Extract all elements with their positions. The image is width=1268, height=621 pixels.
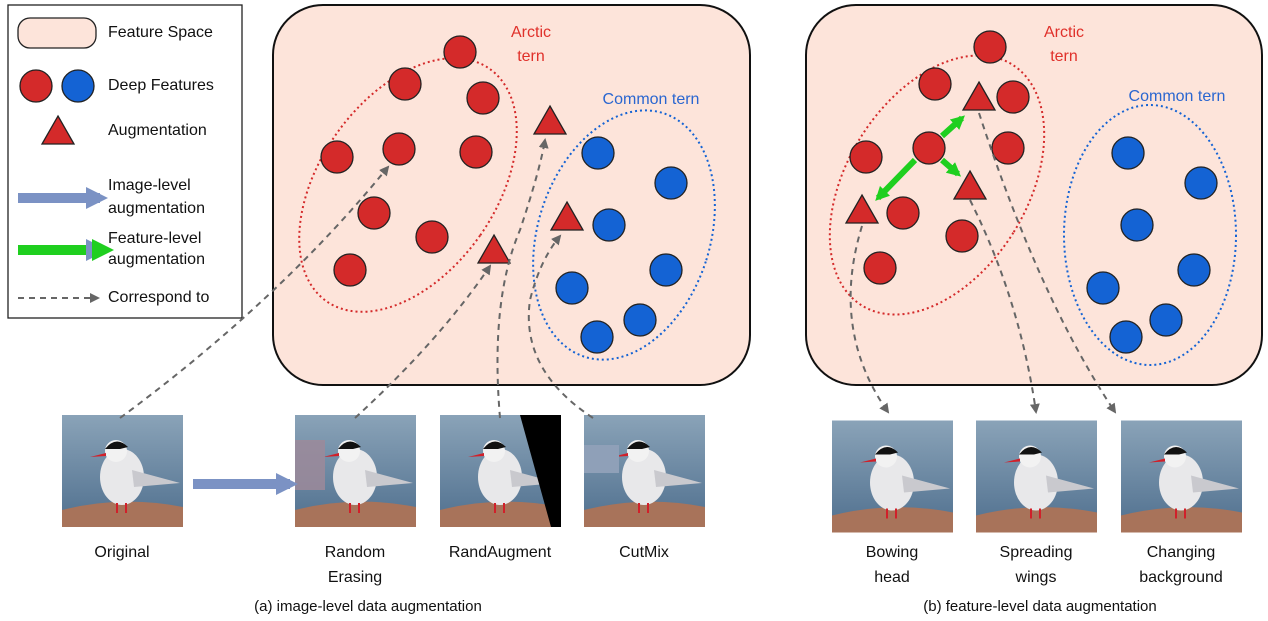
common-label: Common tern xyxy=(603,91,700,108)
legend-label: Image-level xyxy=(108,177,191,194)
legend-label: Augmentation xyxy=(108,122,207,139)
image-caption: Original xyxy=(94,544,149,561)
arctic-label: Arctic xyxy=(511,24,551,41)
image-changing-background xyxy=(1121,421,1242,533)
figure: Feature Space Deep Features Augmentation… xyxy=(0,0,1268,621)
image-caption: Erasing xyxy=(328,569,382,586)
image-caption: Bowing xyxy=(866,544,918,561)
image-spreading-wings xyxy=(976,421,1097,533)
legend-label: Deep Features xyxy=(108,77,214,94)
common-label: Common tern xyxy=(1129,88,1226,105)
image-bowing-head xyxy=(832,421,953,533)
image-caption: Random xyxy=(325,544,385,561)
image-caption: RandAugment xyxy=(449,544,552,561)
arctic-label: Arctic xyxy=(1044,24,1084,41)
image-caption: wings xyxy=(1015,569,1057,586)
image-caption: CutMix xyxy=(619,544,669,561)
image-original xyxy=(62,415,183,527)
image-caption: Spreading xyxy=(1000,544,1073,561)
legend-label: Feature Space xyxy=(108,24,213,41)
legend: Feature Space Deep Features Augmentation… xyxy=(8,5,242,318)
panel-caption: (b) feature-level data augmentation xyxy=(923,598,1156,615)
arctic-label: tern xyxy=(517,48,545,65)
legend-label: Correspond to xyxy=(108,289,209,306)
arctic-label: tern xyxy=(1050,48,1078,65)
legend-label: augmentation xyxy=(108,200,205,217)
legend-label: Feature-level xyxy=(108,230,201,247)
legend-label: augmentation xyxy=(108,251,205,268)
image-caption: head xyxy=(874,569,910,586)
panel-caption: (a) image-level data augmentation xyxy=(254,598,482,615)
image-caption: background xyxy=(1139,569,1223,586)
image-caption: Changing xyxy=(1147,544,1216,561)
panel-b: Arctic tern Common tern Bowing head Spre… xyxy=(785,5,1262,615)
